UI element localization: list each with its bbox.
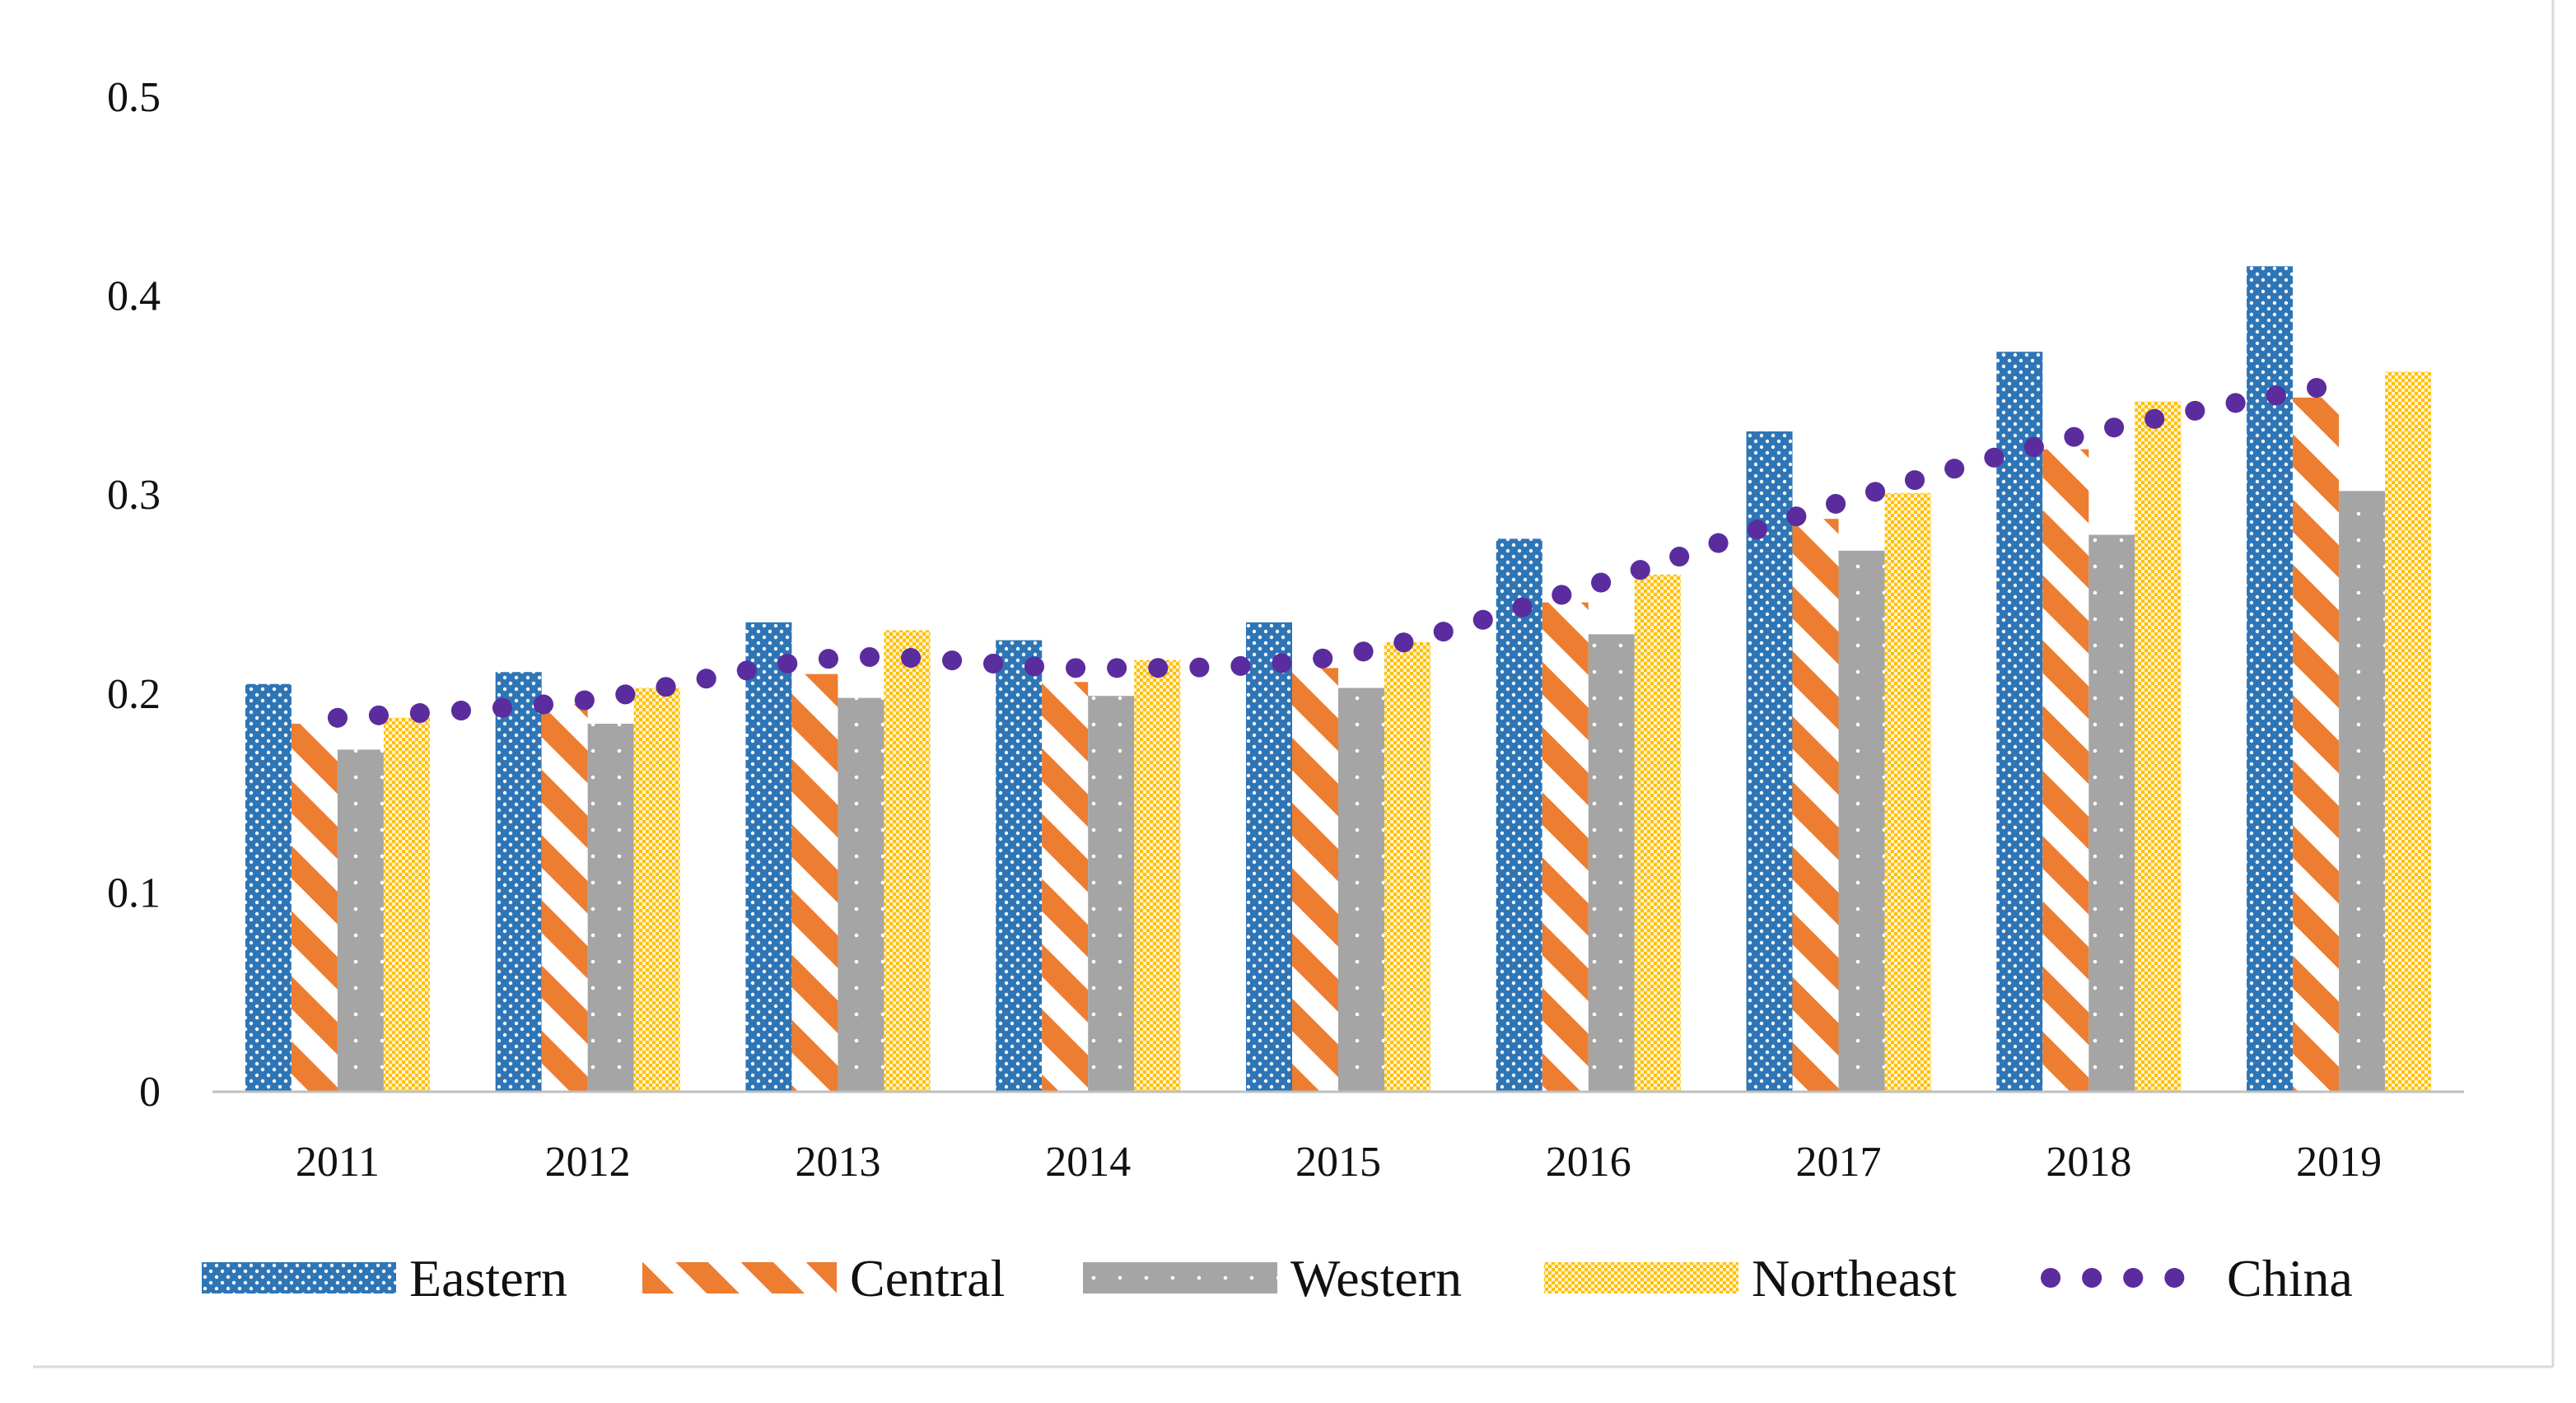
bar-eastern-2018 [1996, 352, 2042, 1092]
bar-northeast-2013 [884, 630, 930, 1092]
x-tick-label: 2018 [2046, 1139, 2131, 1186]
legend-item-western: Western [1083, 1249, 1462, 1307]
x-tick-label: 2014 [1045, 1139, 1131, 1186]
y-tick-label: 0.5 [107, 74, 161, 121]
bar-western-2016 [1589, 634, 1635, 1092]
y-tick-label: 0.2 [107, 671, 161, 718]
bar-western-2012 [588, 724, 634, 1092]
x-tick-label: 2012 [545, 1139, 631, 1186]
legend-swatch-western [1083, 1262, 1277, 1293]
legend-item-eastern: Eastern [202, 1249, 567, 1307]
bar-central-2018 [2042, 450, 2088, 1092]
bars-layer [245, 266, 2431, 1092]
x-tick-label: 2015 [1295, 1139, 1381, 1186]
bar-eastern-2014 [996, 641, 1042, 1092]
legend-swatch-eastern [202, 1262, 396, 1293]
bar-western-2011 [338, 749, 384, 1092]
bar-western-2018 [2088, 535, 2135, 1092]
legend-label-central: Central [850, 1249, 1005, 1307]
legend-label-western: Western [1290, 1249, 1462, 1307]
bar-northeast-2011 [384, 718, 430, 1092]
legend-item-china: China [2051, 1249, 2353, 1307]
bar-northeast-2019 [2385, 371, 2431, 1092]
bar-western-2015 [1338, 688, 1384, 1092]
y-tick-label: 0.4 [107, 273, 161, 320]
legend-item-northeast: Northeast [1544, 1249, 1957, 1307]
x-axis-labels: 2011 2012 2013 2014 2015 2016 2017 2018 2019 [296, 1139, 2382, 1186]
bar-eastern-2016 [1496, 538, 1542, 1092]
bar-eastern-2013 [745, 622, 791, 1092]
x-tick-label: 2013 [795, 1139, 880, 1186]
y-tick-label: 0 [139, 1069, 161, 1116]
bar-central-2012 [542, 704, 588, 1092]
legend-label-eastern: Eastern [409, 1249, 567, 1307]
x-tick-label: 2016 [1546, 1139, 1631, 1186]
legend-swatch-central [642, 1262, 837, 1293]
bar-northeast-2018 [2135, 402, 2181, 1092]
bar-western-2019 [2339, 491, 2385, 1092]
bar-northeast-2016 [1635, 575, 1681, 1092]
bar-central-2017 [1793, 519, 1839, 1092]
x-tick-label: 2011 [296, 1139, 380, 1186]
bar-western-2014 [1088, 696, 1134, 1092]
bar-central-2019 [2293, 398, 2339, 1092]
legend-item-central: Central [642, 1249, 1005, 1307]
bar-eastern-2012 [496, 672, 542, 1092]
bar-northeast-2015 [1384, 642, 1430, 1092]
bar-northeast-2014 [1134, 660, 1180, 1092]
y-tick-label: 0.1 [107, 869, 161, 916]
bar-central-2016 [1542, 603, 1589, 1092]
bar-central-2014 [1042, 682, 1088, 1092]
bar-northeast-2017 [1885, 493, 1931, 1092]
bar-central-2013 [791, 674, 838, 1092]
y-axis-labels: 0 0.1 0.2 0.3 0.4 0.5 [107, 74, 161, 1116]
legend: Eastern Central Western Northeast China [202, 1249, 2353, 1307]
x-tick-label: 2017 [1796, 1139, 1882, 1186]
bar-northeast-2012 [634, 688, 680, 1092]
bar-western-2013 [838, 698, 884, 1092]
legend-swatch-northeast [1544, 1262, 1738, 1293]
bar-central-2015 [1292, 668, 1338, 1092]
bar-western-2017 [1839, 551, 1885, 1092]
bar-eastern-2015 [1246, 622, 1292, 1092]
legend-label-northeast: Northeast [1752, 1249, 1957, 1307]
legend-label-china: China [2227, 1249, 2353, 1307]
x-tick-label: 2019 [2296, 1139, 2382, 1186]
y-tick-label: 0.3 [107, 472, 161, 519]
bar-eastern-2011 [245, 684, 292, 1092]
bar-central-2011 [292, 724, 338, 1092]
